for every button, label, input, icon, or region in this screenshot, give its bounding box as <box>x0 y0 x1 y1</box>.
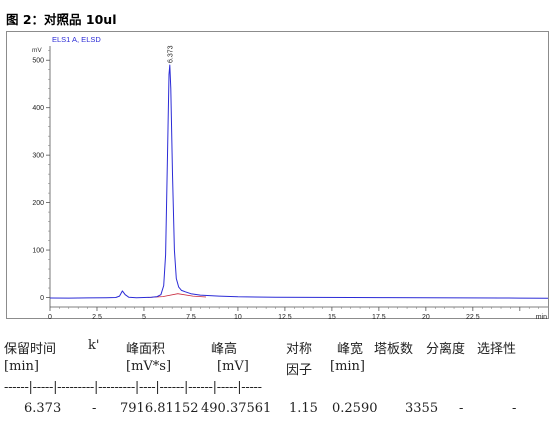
table-separator: ------|-----|---------|---------|----|--… <box>4 380 262 395</box>
x-tick-label: 0 <box>48 314 52 321</box>
cell-k-prime: - <box>92 401 97 416</box>
y-tick-label: 200 <box>32 200 44 207</box>
header-peak-area: 峰面积 <box>126 342 166 357</box>
x-tick-label: 20 <box>422 314 430 321</box>
cell-peak-area: 7916.81152 <box>120 401 199 416</box>
cell-plates: 3355 <box>405 401 439 416</box>
cell-peak-width: 0.2590 <box>332 401 378 416</box>
table-header-row: 保留时间 k' 峰面积 峰高 对称 峰宽 塔板数 分离度 选择性 <box>4 338 550 359</box>
cell-resolution: - <box>459 401 464 416</box>
x-axis-unit-label: min <box>536 314 547 321</box>
header-resolution: 分离度 <box>426 342 466 357</box>
x-tick-label: 5 <box>142 314 146 321</box>
chart-traces: 6.373 <box>49 45 549 299</box>
x-tick-label: 17.5 <box>372 314 386 321</box>
unit-peak-height: [mV] <box>217 359 249 374</box>
x-tick-label: 12.5 <box>278 314 292 321</box>
header-selectivity: 选择性 <box>477 342 517 357</box>
header-peak-height: 峰高 <box>211 342 238 357</box>
y-tick-label: 100 <box>32 248 44 255</box>
chromatogram-panel <box>6 31 549 319</box>
x-tick-label: 10 <box>234 314 242 321</box>
y-axis-unit-label: mV <box>32 47 42 54</box>
chart-axes <box>49 46 548 308</box>
chromatogram-chart: 0 100 200 300 400 500 0 2.5 5 7.5 10 12.5 15 17.5 20 22… <box>32 35 549 321</box>
table-row: 6.373 - 7916.81152 490.37561 1.15 0.2590… <box>4 401 550 422</box>
y-tick-label: 500 <box>32 58 44 65</box>
unit-peak-area: [mV*s] <box>126 359 172 374</box>
unit-peak-width: [min] <box>330 359 366 374</box>
results-table: 保留时间 k' 峰面积 峰高 对称 峰宽 塔板数 分离度 选择性 [min] [… <box>4 338 550 422</box>
cell-peak-height: 490.37561 <box>201 401 272 416</box>
cell-retention-time: 6.373 <box>24 401 62 416</box>
peak-retention-label: 6.373 <box>167 45 174 63</box>
x-tick-label: 7.5 <box>186 314 196 321</box>
table-units-row: [min] [mV*s] [mV] 因子 [min] <box>4 359 550 380</box>
x-tick-label: 2.5 <box>92 314 102 321</box>
header-peak-width: 峰宽 <box>337 342 364 357</box>
x-tick-label: 22.5 <box>466 314 480 321</box>
signal-trace <box>49 64 549 299</box>
cell-selectivity: - <box>512 401 517 416</box>
signal-name-label: ELS1 A, ELSD <box>52 35 101 44</box>
x-tick-label: 15 <box>328 314 336 321</box>
header-plates: 塔板数 <box>374 342 414 357</box>
cell-symmetry: 1.15 <box>289 401 318 416</box>
y-tick-label: 300 <box>32 153 44 160</box>
header-retention-time: 保留时间 <box>4 342 57 357</box>
y-tick-label: 400 <box>32 105 44 112</box>
unit-symmetry: 因子 <box>286 363 313 378</box>
unit-retention-time: [min] <box>4 359 40 374</box>
figure-title: 图 2：对照品 10ul <box>6 12 117 27</box>
chart-ticks: 0 100 200 300 400 500 0 2.5 5 7.5 10 12.5 15 17.5 20 22… <box>32 50 547 321</box>
y-tick-label: 0 <box>40 295 44 302</box>
header-k-prime: k' <box>88 338 100 353</box>
integration-baseline <box>147 293 207 298</box>
header-symmetry: 对称 <box>286 342 313 357</box>
